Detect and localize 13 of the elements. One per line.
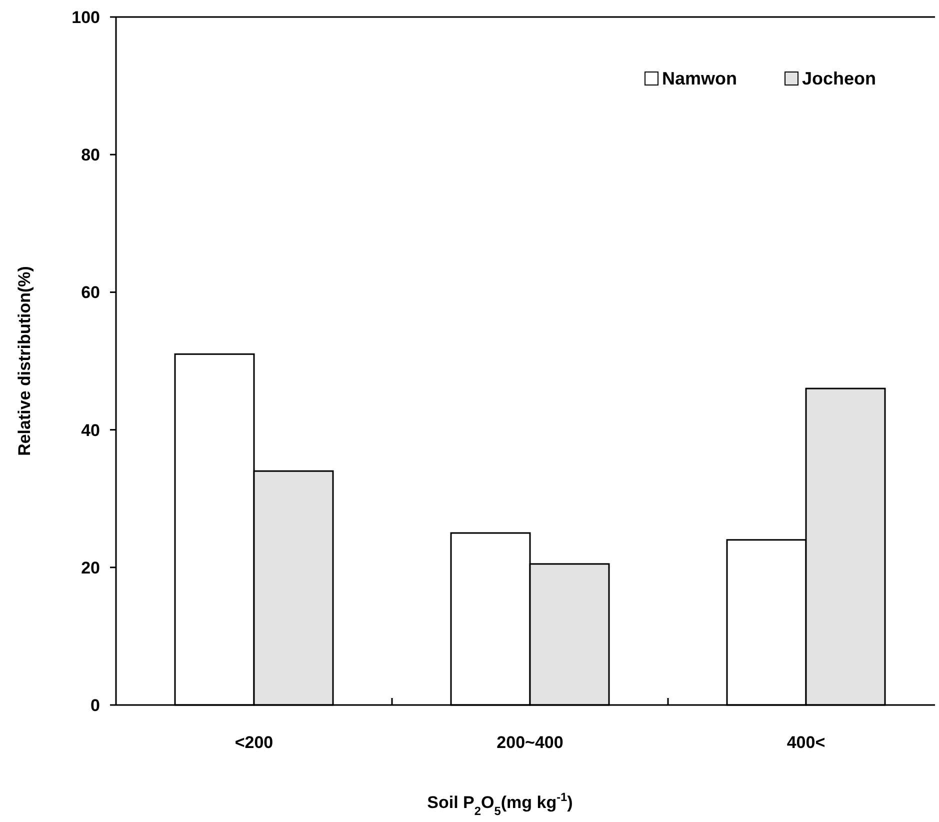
y-axis-title: Relative distribution(%) [15, 266, 34, 456]
y-tick-label: 80 [81, 146, 100, 165]
legend-label: Jocheon [802, 68, 876, 88]
x-tick-label: 400< [786, 733, 826, 752]
x-axis-title: Soil P$_{2}$O$_{5}$(mg kg$^{-1}$) [427, 790, 573, 818]
y-tick-label: 60 [81, 283, 100, 302]
legend-label: Namwon [662, 68, 738, 88]
x-tick-label: 200~400 [496, 733, 564, 752]
y-tick-label: 0 [90, 696, 100, 715]
y-tick-label: 100 [72, 8, 100, 27]
y-tick-label: 20 [81, 558, 100, 578]
y-tick-label: 40 [81, 420, 100, 440]
x-tick-label: <200 [234, 733, 274, 752]
